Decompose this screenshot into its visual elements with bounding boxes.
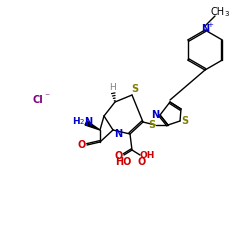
Text: O: O <box>115 151 123 161</box>
Text: HO: HO <box>116 157 132 167</box>
Text: +: + <box>207 22 213 28</box>
Text: N: N <box>151 110 159 120</box>
Text: N: N <box>201 24 209 34</box>
Text: S: S <box>132 84 138 94</box>
Text: 2: 2 <box>80 119 84 125</box>
Text: O: O <box>138 157 146 167</box>
Text: Cl: Cl <box>32 95 44 105</box>
Text: N: N <box>84 117 92 127</box>
Text: 3: 3 <box>225 11 229 17</box>
Text: O: O <box>78 140 86 150</box>
Text: S: S <box>148 120 156 130</box>
Text: OH: OH <box>139 152 155 160</box>
Text: ⁻: ⁻ <box>44 92 50 102</box>
Text: N: N <box>114 129 122 139</box>
Text: H: H <box>72 118 80 126</box>
Text: CH: CH <box>211 7 225 17</box>
Polygon shape <box>85 121 100 130</box>
Text: S: S <box>182 116 188 126</box>
Text: H: H <box>108 82 116 92</box>
